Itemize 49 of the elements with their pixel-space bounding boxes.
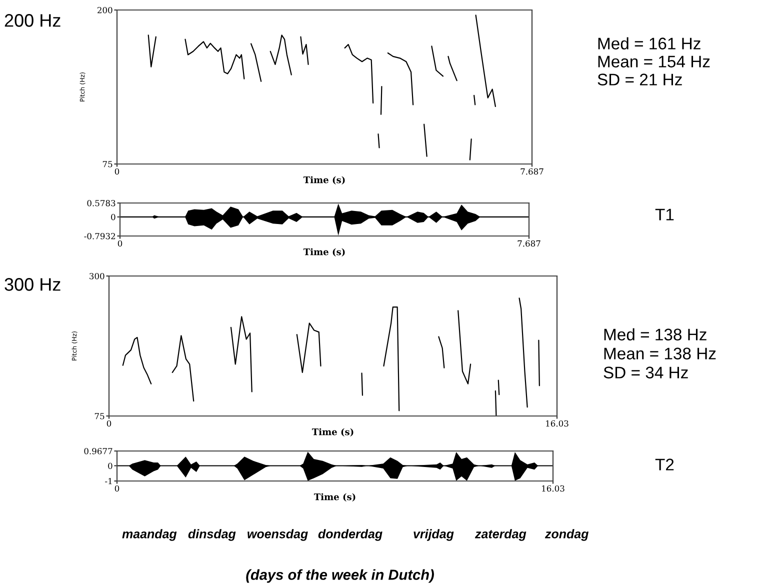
y-tick-label: -0.7932 xyxy=(84,232,116,240)
x-axis-title: Time (s) xyxy=(303,248,345,256)
y-tick-label: 0.5783 xyxy=(87,200,116,206)
line-series xyxy=(300,36,309,66)
text: T1 xyxy=(655,208,674,220)
text: zaterdag xyxy=(474,529,526,541)
y-tick-label: 0 xyxy=(108,462,112,470)
text: SD = 34 Hz xyxy=(604,366,688,378)
text: donderdag xyxy=(318,529,382,541)
x-tick-label: 7.687 xyxy=(518,240,540,247)
line-series xyxy=(122,336,152,384)
line-series xyxy=(296,322,322,373)
text: SD = 21 Hz xyxy=(598,74,682,86)
line-series xyxy=(230,316,252,392)
x-tick-label: 7.687 xyxy=(520,168,544,175)
x-tick-label: 16.03 xyxy=(546,420,568,427)
x-tick-label: 16.03 xyxy=(542,485,564,492)
text: vrijdag xyxy=(414,529,454,541)
y-tick-label: 0.9677 xyxy=(84,448,112,454)
line-series xyxy=(184,38,245,80)
y-tick-label: 75 xyxy=(102,161,112,168)
y-tick-label: 75 xyxy=(94,413,104,420)
text: (days of the week in Dutch) xyxy=(246,569,434,583)
x-axis-title: Time (s) xyxy=(312,428,354,436)
y-tick-label: -1 xyxy=(105,478,112,484)
text: Med = 161 Hz xyxy=(598,37,700,50)
line-series xyxy=(475,14,496,108)
line-series xyxy=(344,44,374,104)
text: Mean = 154 Hz xyxy=(598,56,710,68)
text: dinsdag xyxy=(188,529,236,541)
text: zondag xyxy=(544,529,589,541)
x-axis-title: Time (s) xyxy=(314,493,356,502)
text: Med = 138 Hz xyxy=(604,328,706,340)
line-series xyxy=(172,335,194,402)
x-axis-title: Time (s) xyxy=(303,176,345,184)
y-tick-label: 200 xyxy=(97,6,112,14)
text: T2 xyxy=(655,458,674,470)
text: maandag xyxy=(122,529,177,541)
line-series xyxy=(387,52,414,106)
line-series xyxy=(518,298,528,408)
line-series xyxy=(458,310,472,384)
text: Mean = 138 Hz xyxy=(604,348,716,360)
y-tick-label: 300 xyxy=(90,272,104,280)
text: 200 Hz xyxy=(4,14,60,27)
text: woensdag xyxy=(248,529,308,541)
y-tick-label: 0 xyxy=(111,214,116,220)
text: 300 Hz xyxy=(4,278,60,291)
line-series xyxy=(383,306,400,412)
line-series xyxy=(270,34,292,76)
